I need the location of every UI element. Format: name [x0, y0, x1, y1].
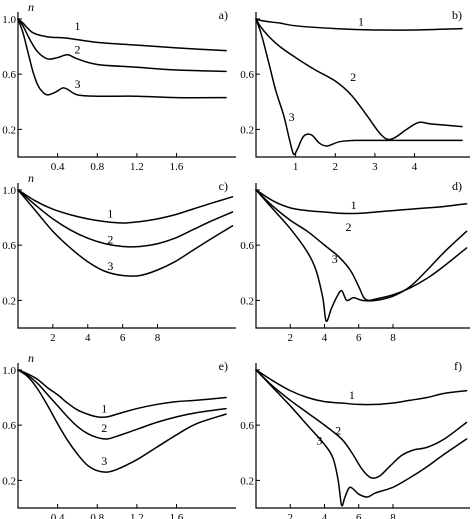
- y-tick-label: 0.6: [2, 240, 16, 252]
- series-2-line: [17, 18, 227, 73]
- curve-label: 1: [349, 388, 355, 402]
- x-tick-label: 4: [322, 332, 328, 344]
- panel-axes: [17, 12, 236, 158]
- panel-label: f): [454, 359, 462, 373]
- x-tick-label: 4: [85, 332, 91, 344]
- x-tick-label: 1.6: [170, 512, 184, 519]
- series-2-line: [17, 369, 227, 440]
- curve-label: 2: [335, 424, 341, 438]
- y-tick-label: 0.2: [240, 295, 254, 307]
- x-tick-label: 2: [50, 332, 56, 344]
- curve-label: 3: [332, 252, 338, 266]
- series-1-line: [255, 189, 468, 215]
- x-tick-label: 6: [356, 332, 362, 344]
- series-1-line: [17, 189, 234, 224]
- panel-axes: [255, 12, 470, 158]
- y-tick-label: 0.2: [2, 124, 16, 136]
- x-tick-label: 0.4: [51, 161, 65, 173]
- panel-axes: [17, 363, 236, 509]
- series-3-line: [17, 18, 227, 99]
- x-tick-label: 1.2: [130, 161, 144, 173]
- curve-label: 1: [101, 402, 107, 416]
- x-tick-label: 6: [356, 512, 362, 519]
- x-tick-label: 1: [293, 161, 299, 173]
- series-3-line: [255, 18, 463, 156]
- x-tick-label: 1.6: [170, 161, 184, 173]
- series-2-line: [255, 189, 468, 302]
- panel-f: 2 4 6 80.60.2f)123: [240, 359, 470, 519]
- x-tick-label: 6: [120, 332, 126, 344]
- y-tick-label: 0.2: [2, 295, 16, 307]
- x-tick-label: 8: [390, 332, 396, 344]
- series-3-line: [255, 189, 468, 323]
- y-tick-label: 0.6: [240, 240, 254, 252]
- y-tick-label: 0.6: [2, 69, 16, 81]
- curve-label: 2: [101, 421, 107, 435]
- curve-label: 2: [345, 220, 351, 234]
- x-tick-label: 2: [287, 512, 293, 519]
- panel-label: e): [219, 359, 228, 373]
- curve-label: 2: [74, 42, 80, 56]
- curve-label: 1: [358, 15, 364, 29]
- y-tick-label: 1.0: [2, 185, 16, 197]
- panel-label: c): [219, 179, 228, 193]
- curve-label: 3: [107, 259, 113, 273]
- x-tick-label: 4: [322, 512, 328, 519]
- panel-b: 1 2 3 4 0.6 0.2 b) 1 2 3: [240, 8, 470, 173]
- panel-axes: [17, 183, 236, 329]
- y-axis-label: n: [28, 351, 34, 365]
- x-tick-label: 8: [155, 332, 161, 344]
- panel-label: d): [452, 179, 462, 193]
- y-tick-label: 0.2: [240, 124, 254, 136]
- y-tick-label: 0.2: [240, 475, 254, 487]
- curve-label: 1: [107, 206, 113, 220]
- panel-e: 0.4 0.8 1.2 1.6 1.0 0.6 0.2 n e) 1 2 3: [2, 351, 236, 519]
- series-1-line: [255, 369, 468, 406]
- panel-label: b): [452, 8, 462, 22]
- curve-label: 1: [351, 198, 357, 212]
- curve-label: 3: [289, 110, 295, 124]
- x-tick-label: 2: [333, 161, 339, 173]
- x-tick-label: 8: [390, 512, 396, 519]
- x-tick-label: 0.8: [90, 512, 104, 519]
- series-1-line: [17, 369, 227, 418]
- series-1-line: [255, 18, 463, 31]
- y-tick-label: 0.6: [240, 420, 254, 432]
- curve-label: 3: [101, 454, 107, 468]
- curve-label: 3: [74, 77, 80, 91]
- y-tick-label: 1.0: [2, 365, 16, 377]
- y-tick-label: 0.2: [2, 475, 16, 487]
- series-2-line: [255, 369, 468, 479]
- series-2-line: [255, 18, 463, 141]
- series-3-line: [17, 189, 234, 277]
- series-2-line: [17, 189, 234, 248]
- y-axis-label: n: [28, 0, 34, 14]
- panel-a: 0.4 0.8 1.2 1.6 1.0 0.6 0.2 n a) 1 2 3: [2, 0, 236, 173]
- y-tick-label: 0.6: [2, 420, 16, 432]
- curve-label: 2: [350, 70, 356, 84]
- x-tick-label: 3: [372, 161, 378, 173]
- curve-label: 2: [107, 233, 113, 247]
- panel-label: a): [219, 8, 228, 22]
- x-tick-label: 0.4: [51, 512, 65, 519]
- series-1-line: [17, 18, 227, 52]
- y-tick-label: 0.6: [240, 69, 254, 81]
- panel-c: 2 4 6 8 1.0 0.6 0.2 n c) 1 2 3: [2, 171, 236, 344]
- panel-d: 2 4 6 80.60.2d)123: [240, 179, 470, 344]
- y-tick-label: 1.0: [2, 14, 16, 26]
- x-tick-label: 1.2: [130, 512, 144, 519]
- x-tick-label: 4: [412, 161, 418, 173]
- series-3-line: [17, 369, 227, 473]
- panel-axes: [255, 183, 470, 329]
- series-3-line: [255, 369, 468, 507]
- x-tick-label: 2: [287, 332, 293, 344]
- curve-label: 1: [74, 19, 80, 33]
- y-axis-label: n: [28, 171, 34, 185]
- x-tick-label: 0.8: [90, 161, 104, 173]
- panel-axes: [255, 363, 470, 509]
- curve-label: 3: [316, 433, 322, 447]
